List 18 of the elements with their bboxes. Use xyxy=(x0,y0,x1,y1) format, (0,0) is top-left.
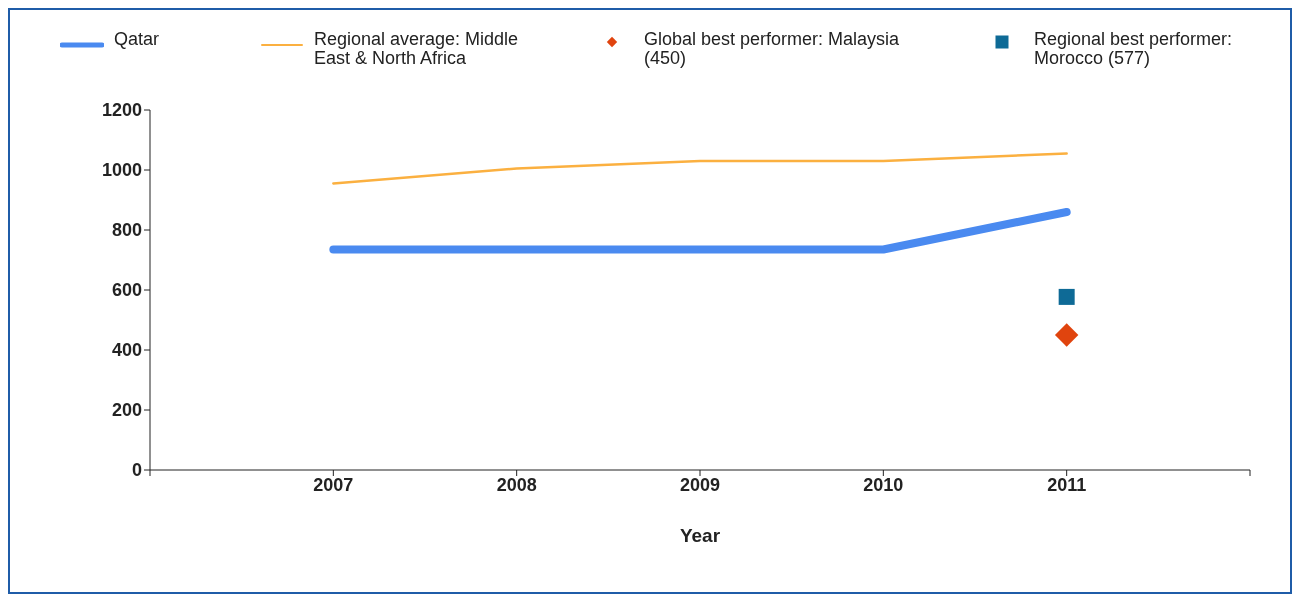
y-tick-label: 800 xyxy=(111,220,142,241)
x-tick-label: 2010 xyxy=(863,474,904,495)
y-tick-label: 200 xyxy=(111,400,142,421)
line-series xyxy=(332,152,1068,185)
x-axis-title: Year xyxy=(679,525,721,546)
legend-label: Qatar xyxy=(114,29,161,49)
x-tick-label: 2011 xyxy=(1047,474,1087,495)
y-tick-label: 600 xyxy=(111,280,142,301)
y-tick-label: 1200 xyxy=(101,100,142,121)
x-tick-label: 2008 xyxy=(496,474,537,495)
y-tick-label: 400 xyxy=(111,340,142,361)
legend-label: Regional average: Middle East & North Africa xyxy=(314,29,520,68)
y-tick-label: 1000 xyxy=(101,160,142,181)
legend-label: Regional best performer: Morocco (577) xyxy=(1034,29,1234,68)
x-tick-label: 2009 xyxy=(679,474,721,495)
y-tick-label: 0 xyxy=(131,460,142,481)
legend-label: Global best performer: Malaysia (450) xyxy=(644,29,901,68)
x-tick-label: 2007 xyxy=(313,474,354,495)
